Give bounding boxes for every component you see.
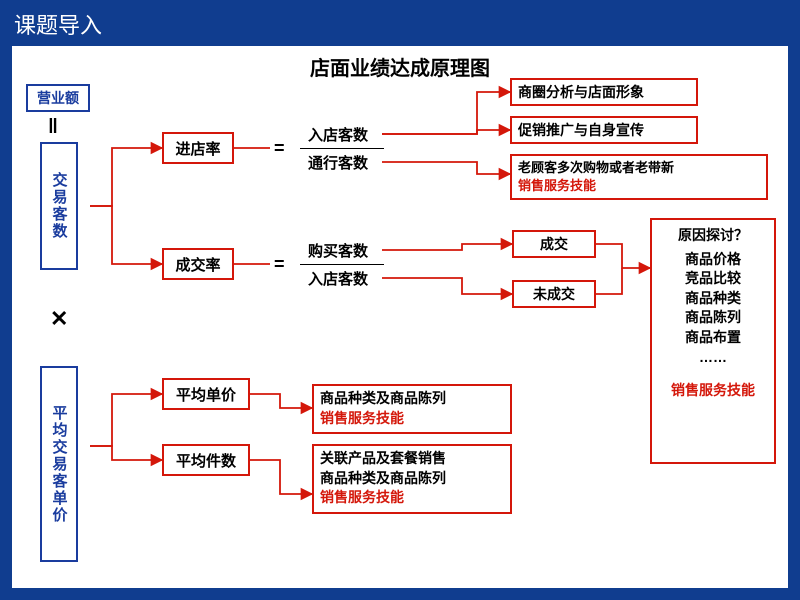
frac1-den: 通行客数 (308, 152, 368, 173)
box-r4-line2: 销售服务技能 (320, 409, 404, 429)
frac2-den: 入店客数 (308, 268, 368, 289)
frac2-num: 购买客数 (308, 240, 368, 261)
reason-5: …… (699, 348, 727, 368)
frac1-line (300, 148, 384, 149)
symbol-parallel: ‖ (48, 116, 52, 139)
node-avg-qty: 平均件数 (162, 444, 250, 476)
box-deal: 成交 (512, 230, 596, 258)
box-r4-line1: 商品种类及商品陈列 (320, 389, 446, 409)
diagram-title: 店面业绩达成原理图 (12, 52, 788, 81)
box-r3: 老顾客多次购物或者老带新 销售服务技能 (510, 154, 768, 200)
box-reasons: 原因探讨？ 商品价格 竞品比较 商品种类 商品陈列 商品布置 …… 销售服务技能 (650, 218, 776, 464)
box-r4: 商品种类及商品陈列 销售服务技能 (312, 384, 512, 434)
reason-4: 商品布置 (685, 328, 741, 348)
box-r5: 关联产品及套餐销售 商品种类及商品陈列 销售服务技能 (312, 444, 512, 514)
node-customers: 交易客数 (40, 142, 78, 270)
box-r2: 促销推广与自身宣传 (510, 116, 698, 144)
box-r5-line2: 商品种类及商品陈列 (320, 469, 446, 489)
box-r3-line2: 销售服务技能 (518, 177, 596, 195)
reason-0: 商品价格 (685, 250, 741, 270)
node-avg-price: 平均交易客单价 (40, 366, 78, 562)
box-nodeal: 未成交 (512, 280, 596, 308)
node-entry-rate: 进店率 (162, 132, 234, 164)
box-r5-line1: 关联产品及套餐销售 (320, 449, 446, 469)
diagram-canvas: 店面业绩达成原理图 (12, 46, 788, 588)
node-avg-unit: 平均单价 (162, 378, 250, 410)
reason-skill: 销售服务技能 (671, 381, 755, 401)
node-turnover: 营业额 (26, 84, 90, 112)
reason-1: 竞品比较 (685, 269, 741, 289)
symbol-multiply: ✕ (50, 306, 68, 332)
frac1-num: 入店客数 (308, 124, 368, 145)
reason-title: 原因探讨？ (678, 226, 748, 246)
reason-2: 商品种类 (685, 289, 741, 309)
frac2-line (300, 264, 384, 265)
node-deal-rate: 成交率 (162, 248, 234, 280)
eq-1: = (274, 138, 285, 159)
box-r3-line1: 老顾客多次购物或者老带新 (518, 159, 674, 177)
reason-3: 商品陈列 (685, 308, 741, 328)
box-r1: 商圈分析与店面形象 (510, 78, 698, 106)
box-r5-line3: 销售服务技能 (320, 488, 404, 508)
slide-header: 课题导入 (0, 0, 800, 52)
eq-2: = (274, 254, 285, 275)
